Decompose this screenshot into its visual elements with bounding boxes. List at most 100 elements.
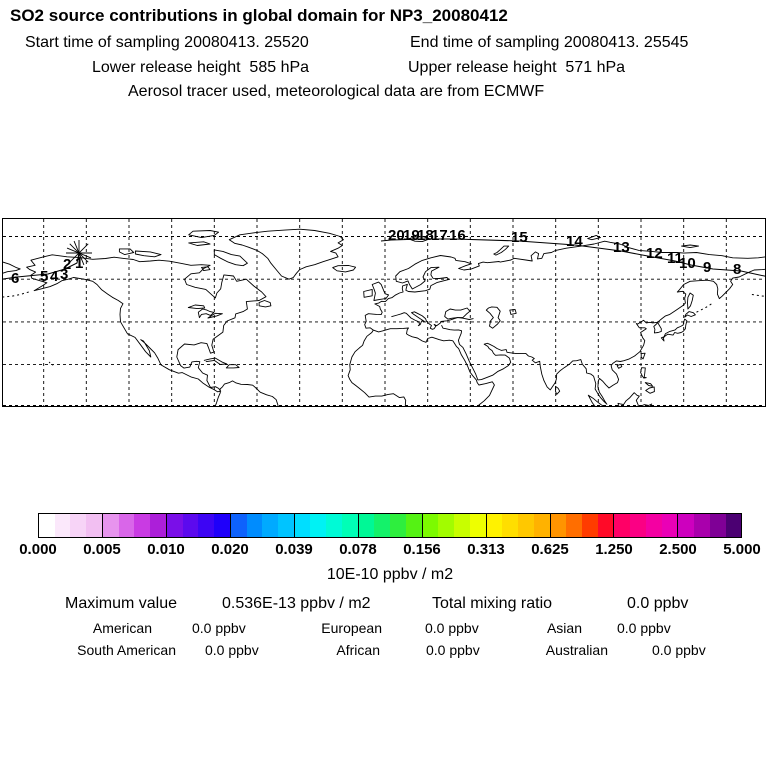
colorbar-cell bbox=[485, 514, 503, 537]
map-path bbox=[3, 291, 29, 298]
colorbar-cell bbox=[405, 514, 422, 537]
map-path bbox=[66, 247, 92, 259]
trajectory-day-label: 10 bbox=[679, 255, 696, 272]
map-path bbox=[751, 294, 765, 297]
trajectory-day-label: 12 bbox=[646, 245, 663, 262]
contrib-region: Australian bbox=[545, 642, 608, 658]
map-path bbox=[660, 318, 688, 342]
colorbar-cell bbox=[469, 514, 486, 537]
map-path bbox=[26, 254, 267, 393]
colorbar-cell bbox=[390, 514, 406, 537]
map-path bbox=[441, 324, 462, 332]
contrib-value: 0.0 ppbv bbox=[205, 642, 259, 658]
contrib-region: South American bbox=[77, 642, 176, 658]
colorbar-cell bbox=[118, 514, 135, 537]
colorbar-tick: 0.078 bbox=[339, 541, 377, 558]
colorbar-cell bbox=[694, 514, 710, 537]
map-path bbox=[640, 367, 647, 379]
trajectory-day-label: 13 bbox=[613, 239, 630, 256]
map-path bbox=[687, 292, 694, 310]
map-path bbox=[640, 352, 646, 360]
map-path bbox=[225, 364, 240, 369]
map-path bbox=[3, 261, 21, 274]
map-path bbox=[118, 248, 135, 256]
colorbar-tick: 0.005 bbox=[83, 541, 121, 558]
colorbar-cell bbox=[630, 514, 646, 537]
map-path bbox=[188, 230, 220, 239]
colorbar-cell bbox=[229, 514, 247, 537]
colorbar-cell bbox=[70, 514, 87, 537]
map-path bbox=[228, 228, 344, 280]
colorbar bbox=[38, 513, 742, 538]
trajectory-day-label: 4 bbox=[50, 268, 59, 285]
colorbar-cell bbox=[613, 514, 631, 537]
map-path bbox=[188, 241, 211, 246]
map-path bbox=[203, 357, 228, 365]
plot-title: SO2 source contributions in global domai… bbox=[10, 6, 508, 25]
colorbar-tick: 5.000 bbox=[723, 541, 761, 558]
contrib-region: African bbox=[336, 642, 380, 658]
map-path bbox=[684, 311, 696, 318]
map-path bbox=[696, 302, 714, 313]
map-path bbox=[197, 308, 215, 319]
colorbar-cell bbox=[502, 514, 519, 537]
colorbar-cell bbox=[198, 514, 215, 537]
map-path bbox=[645, 386, 655, 394]
colorbar-cell bbox=[438, 514, 455, 537]
map-path bbox=[640, 403, 653, 406]
colorbar-cell bbox=[661, 514, 678, 537]
map-path bbox=[644, 382, 654, 387]
map-path bbox=[509, 309, 517, 315]
colorbar-cell bbox=[134, 514, 151, 537]
colorbar-cell bbox=[165, 514, 183, 537]
map-path bbox=[214, 380, 279, 406]
colorbar-cell bbox=[357, 514, 375, 537]
map-path bbox=[207, 312, 223, 319]
colorbar-cell bbox=[549, 514, 567, 537]
colorbar-tick: 0.020 bbox=[211, 541, 249, 558]
max-value-label: Maximum value bbox=[65, 595, 178, 612]
map-path bbox=[332, 265, 357, 273]
contrib-region: American bbox=[92, 620, 152, 636]
colorbar-tick: 1.250 bbox=[595, 541, 633, 558]
trajectory-day-label: 3 bbox=[60, 266, 69, 283]
total-mixing-ratio-label: Total mixing ratio bbox=[432, 595, 553, 612]
map-path bbox=[457, 330, 512, 381]
colorbar-cell bbox=[677, 514, 695, 537]
map-path bbox=[380, 238, 765, 277]
colorbar-cell bbox=[86, 514, 102, 537]
map-path bbox=[555, 385, 561, 395]
map-path bbox=[485, 306, 501, 329]
world-map: 1 2 3 4 5 6 8 9 10 11 12 13 14 15 16 17 18 19 20 bbox=[2, 218, 766, 407]
map-path bbox=[681, 244, 700, 249]
colorbar-cell bbox=[150, 514, 166, 537]
trajectory-day-label: 14 bbox=[566, 233, 583, 250]
map-path bbox=[258, 300, 272, 308]
end-time-label: End time of sampling 20080413. 25545 bbox=[410, 34, 689, 51]
trajectory-day-label: 11 bbox=[667, 250, 683, 267]
upper-release-label: Upper release height 571 hPa bbox=[408, 59, 626, 76]
map-path bbox=[48, 361, 54, 366]
contrib-value: 0.0 ppbv bbox=[425, 620, 479, 636]
colorbar-cell bbox=[645, 514, 662, 537]
map-path bbox=[493, 245, 510, 256]
trajectory-day-label: 1 bbox=[75, 255, 84, 272]
map-path bbox=[587, 234, 601, 241]
colorbar-cell bbox=[326, 514, 342, 537]
colorbar-tick: 0.039 bbox=[275, 541, 313, 558]
map-path bbox=[187, 304, 206, 310]
colorbar-cell bbox=[421, 514, 439, 537]
trajectory-day-label: 9 bbox=[703, 259, 712, 276]
colorbar-tick: 0.000 bbox=[19, 541, 57, 558]
map-path bbox=[617, 392, 640, 406]
colorbar-tick: 0.010 bbox=[147, 541, 185, 558]
colorbar-ticks: 0.000 0.005 0.010 0.020 0.039 0.078 0.156 0.313… bbox=[0, 541, 768, 559]
map-path bbox=[134, 250, 162, 258]
contrib-value: 0.0 ppbv bbox=[652, 642, 706, 658]
colorbar-cell bbox=[293, 514, 311, 537]
total-mixing-ratio-value: 0.0 ppbv bbox=[627, 595, 689, 612]
colorbar-cell bbox=[374, 514, 391, 537]
colorbar-cell bbox=[310, 514, 327, 537]
map-path bbox=[364, 240, 765, 331]
colorbar-cell bbox=[214, 514, 230, 537]
